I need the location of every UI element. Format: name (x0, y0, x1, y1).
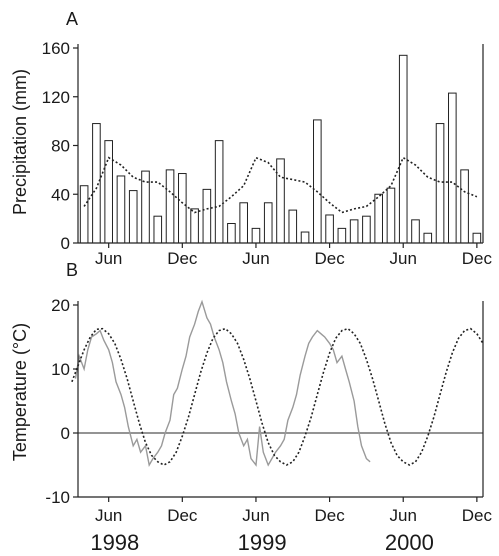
precip-bar (411, 219, 420, 244)
temp-x-tick-label: Dec (314, 506, 345, 525)
precip-bar (251, 227, 261, 244)
precip-bar (423, 232, 433, 244)
precip-bar (178, 173, 187, 244)
precip-bar (263, 202, 273, 244)
precipitation-axes (77, 44, 484, 244)
precip-bar (288, 209, 298, 244)
temperature-lines (71, 299, 484, 467)
precip-bar (104, 140, 113, 244)
precip-bar (227, 223, 236, 244)
precip-x-tick-label: Dec (167, 249, 198, 268)
precip-bar (435, 123, 445, 244)
year-label: 2000 (385, 530, 434, 555)
observed-temperature-line (74, 299, 371, 467)
precip-x-tick-label: Dec (314, 249, 345, 268)
precipitation-x-ticks: Jun Dec Jun Dec Jun Dec (95, 243, 493, 268)
temperature-y-ticks: -10 0 10 20 (45, 296, 78, 507)
precip-y-tick-label: 160 (42, 39, 70, 58)
precip-bar (386, 187, 396, 244)
precip-bar (79, 185, 89, 244)
climatology-temperature-line (71, 327, 484, 466)
precipitation-climatology (83, 156, 478, 214)
year-labels: 1998 1999 2000 (90, 530, 433, 555)
precip-bar (448, 92, 457, 244)
precipitation-y-axis-label: Precipitation (mm) (10, 69, 30, 215)
precip-bar (325, 214, 334, 244)
precip-bar (128, 190, 138, 244)
temp-x-tick-label: Jun (95, 506, 122, 525)
precip-bar (214, 140, 224, 244)
precip-climatology-line (83, 156, 478, 214)
precip-x-tick-label: Jun (242, 249, 269, 268)
precip-bar (362, 215, 371, 244)
panel-b-label: B (66, 260, 78, 280)
precip-bar (472, 232, 482, 244)
temperature-x-ticks: Jun Dec Jun Dec Jun Dec (95, 497, 493, 525)
precip-bar (313, 119, 322, 244)
precip-bar (337, 227, 347, 244)
temp-y-tick-label: -10 (45, 488, 70, 507)
precip-y-tick-label: 120 (42, 88, 70, 107)
year-label: 1999 (238, 530, 287, 555)
precip-x-tick-label: Jun (95, 249, 122, 268)
precip-bar (116, 175, 126, 244)
precip-bar (165, 169, 175, 244)
year-label: 1998 (90, 530, 139, 555)
precipitation-y-ticks: 0 40 80 120 160 (42, 39, 78, 253)
precip-bar (349, 219, 359, 244)
precip-bar (460, 169, 469, 244)
temp-y-tick-label: 0 (61, 424, 70, 443)
temp-x-tick-label: Jun (242, 506, 269, 525)
precip-bar (398, 54, 408, 244)
temperature-panel: B Temperature (°C) -10 0 10 20 Jun Dec Jun Dec… (10, 260, 492, 555)
precip-y-tick-label: 0 (61, 234, 70, 253)
precip-bar (300, 231, 310, 244)
temp-x-tick-label: Dec (462, 506, 493, 525)
precip-bar (239, 202, 248, 244)
precip-bar (276, 158, 285, 244)
temp-y-tick-label: 20 (51, 296, 70, 315)
precip-bar (374, 193, 383, 244)
precip-bar (153, 215, 163, 244)
precip-x-tick-label: Jun (390, 249, 417, 268)
precip-bar (190, 208, 199, 244)
temp-x-tick-label: Jun (390, 506, 417, 525)
panel-a-label: A (66, 9, 78, 29)
temperature-y-axis-label: Temperature (°C) (10, 323, 30, 461)
precipitation-bars (79, 54, 482, 244)
temp-y-tick-label: 10 (51, 360, 70, 379)
precip-y-tick-label: 40 (51, 185, 70, 204)
precip-bar (202, 188, 212, 244)
precip-bar (92, 123, 101, 244)
temp-x-tick-label: Dec (167, 506, 198, 525)
temperature-axes (77, 301, 484, 498)
precip-y-tick-label: 80 (51, 137, 70, 156)
precip-x-tick-label: Dec (462, 249, 493, 268)
